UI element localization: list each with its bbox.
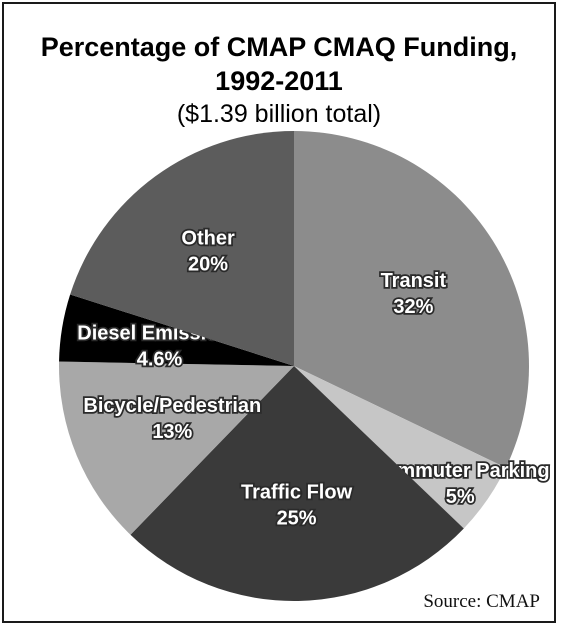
slice-value-traffic-flow: 25% [277, 507, 317, 529]
slice-other [70, 131, 294, 366]
slice-label-bicycle-pedestrian: Bicycle/Pedestrian [83, 395, 261, 417]
slice-value-diesel-emissions: 4.6% [137, 349, 183, 371]
slice-commuter-parking [294, 366, 506, 529]
source-note: Source: CMAP [423, 591, 540, 612]
slice-value-transit: 32% [393, 296, 433, 318]
slice-transit [294, 131, 529, 468]
slice-value-bicycle-pedestrian: 13% [152, 421, 192, 443]
slice-value-commuter-parking: 5% [446, 486, 475, 508]
slice-label-transit: Transit [381, 270, 447, 292]
chart-title: Percentage of CMAP CMAQ Funding, [40, 32, 518, 62]
slice-label-other: Other [181, 227, 235, 249]
slice-value-other: 20% [188, 253, 228, 275]
chart-subtitle: ($1.39 billion total) [176, 100, 382, 128]
slice-diesel-emissions [59, 294, 294, 366]
slice-label-traffic-flow: Traffic Flow [241, 481, 353, 503]
chart-title-line-2: 1992-2011 [215, 66, 343, 96]
chart-frame: Percentage of CMAP CMAQ Funding, 1992-20… [2, 2, 556, 623]
slice-traffic-flow [130, 366, 464, 601]
slice-bicycle-pedestrian [59, 361, 294, 535]
